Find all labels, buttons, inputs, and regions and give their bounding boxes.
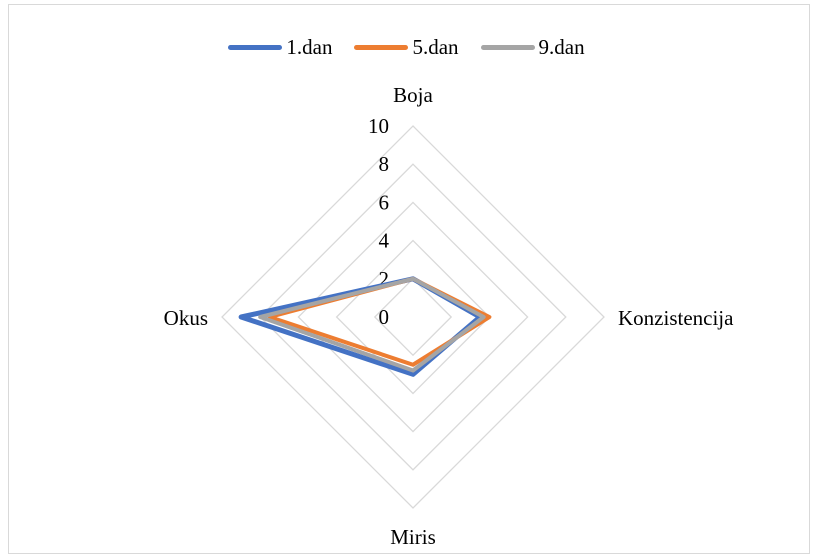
axis-label-boja: Boja — [393, 83, 433, 107]
tick-label-0: 0 — [379, 305, 390, 329]
grid-ring-10 — [222, 126, 604, 508]
grid-ring-6 — [298, 202, 527, 431]
axis-label-konzistencija: Konzistencija — [618, 306, 734, 330]
axis-label-miris: Miris — [390, 525, 436, 549]
tick-label-10: 10 — [368, 114, 389, 138]
radar-series — [241, 279, 489, 375]
axis-label-okus: Okus — [164, 306, 208, 330]
tick-label-8: 8 — [379, 152, 390, 176]
tick-label-4: 4 — [379, 229, 390, 253]
tick-label-6: 6 — [379, 190, 390, 214]
radar-grid — [222, 126, 604, 508]
grid-ring-8 — [260, 164, 566, 470]
